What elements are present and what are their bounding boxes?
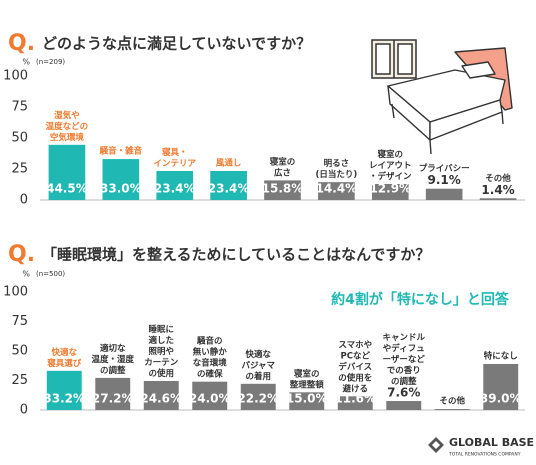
category-label: 騒音・雑音 <box>99 146 143 157</box>
y-tick-label: 100 <box>3 69 28 84</box>
bed-illustration <box>387 47 513 155</box>
y-tick-label: 0 <box>20 193 28 208</box>
bar <box>337 396 373 410</box>
chart-title: どのような点に満足していないですか？ <box>42 35 311 53</box>
value-label: 23.4% <box>208 182 250 196</box>
question-mark: Q. <box>8 242 35 267</box>
y-tick-label: 25 <box>11 373 28 388</box>
sample-size-note: (n=209) <box>36 58 65 66</box>
bar <box>46 370 82 410</box>
category-label: 睡眠に適した照明やカーテンの使用 <box>144 323 179 378</box>
bar <box>143 380 179 410</box>
value-label: 33.0% <box>100 182 142 196</box>
category-label: プライバシー <box>419 163 470 174</box>
value-label: 11.6% <box>334 392 376 406</box>
bar <box>318 182 355 200</box>
value-label: 44.5% <box>46 182 88 196</box>
bar <box>240 383 276 410</box>
sample-size-note: (n=500) <box>36 270 65 278</box>
category-label: その他 <box>485 173 511 184</box>
bar <box>102 159 140 200</box>
bar <box>371 184 409 200</box>
category-label: 明るさ(日当たり) <box>315 159 357 180</box>
category-label: 寝室のレイアウト・デザイン <box>369 149 412 182</box>
value-label: 9.1% <box>428 173 461 187</box>
bar <box>210 170 247 200</box>
value-label: 12.9% <box>369 182 411 196</box>
value-label: 15.0% <box>286 392 328 406</box>
y-tick-label: 50 <box>11 131 28 146</box>
category-label: キャンドルやディフューザーなどでの香りの調整 <box>382 333 425 387</box>
y-tick-label: 0 <box>20 403 28 418</box>
category-label: 湿気や温度などの空気環境 <box>46 109 89 142</box>
category-label: 快適なパジャマの着用 <box>241 348 275 381</box>
y-tick-label: 25 <box>11 162 28 177</box>
value-label: 15.8% <box>262 182 304 196</box>
value-label: 14.4% <box>316 182 358 196</box>
logo-tagline: TOTAL RENOVATIONS COMPANY <box>448 452 521 458</box>
category-label: 風通し <box>216 157 242 168</box>
value-label: 24.6% <box>140 392 182 406</box>
category-label: 寝室の広さ <box>269 156 296 178</box>
bar <box>264 180 301 200</box>
value-label: 1.4% <box>481 183 514 197</box>
bar <box>386 401 422 410</box>
bar <box>192 381 228 410</box>
chart-title: 「睡眠環境」を整えるためにしていることはなんですか？ <box>42 246 430 264</box>
annotation: 約4割が「特になし」と回答 <box>331 291 510 308</box>
category-label: スマホや PCなどデバイスの使用を避ける <box>338 339 372 394</box>
value-label: 24.0% <box>189 392 231 406</box>
bar <box>483 363 519 410</box>
category-label: 適切な温度・湿度の調整 <box>91 342 134 375</box>
question-mark: Q. <box>8 31 35 56</box>
bar <box>156 170 194 200</box>
value-label: 27.2% <box>92 392 134 406</box>
y-tick-label: 75 <box>11 100 28 115</box>
logo: GLOBAL BASE TOTAL RENOVATIONS COMPANY <box>428 436 534 458</box>
y-tick-label: 50 <box>11 344 28 359</box>
category-label: 特になし <box>484 350 518 361</box>
value-label: 33.2% <box>43 392 85 406</box>
bar <box>434 409 470 410</box>
value-label: 23.4% <box>154 182 196 196</box>
window-illustration <box>371 39 417 79</box>
bar <box>95 377 131 410</box>
y-tick-label: 100 <box>3 285 28 300</box>
bar <box>289 392 325 410</box>
category-label: 寝具・インテリア <box>153 146 196 168</box>
y-axis-label: % <box>22 270 30 279</box>
bar <box>425 188 463 200</box>
value-label: 39.0% <box>480 392 522 406</box>
y-axis-label: % <box>22 58 30 67</box>
bar <box>48 144 86 200</box>
category-label: その他 <box>439 396 465 407</box>
logo-name: GLOBAL BASE <box>449 436 534 449</box>
bar <box>479 198 517 200</box>
value-label: 7.6% <box>387 386 420 400</box>
value-label: 22.2% <box>237 392 279 406</box>
category-label: 騒音の無い静かな音環境の確保 <box>193 335 228 379</box>
category-label: 寝室の整理整頓 <box>290 368 325 390</box>
y-tick-label: 75 <box>11 314 28 329</box>
category-label: 快適な寝具選び <box>46 346 82 368</box>
